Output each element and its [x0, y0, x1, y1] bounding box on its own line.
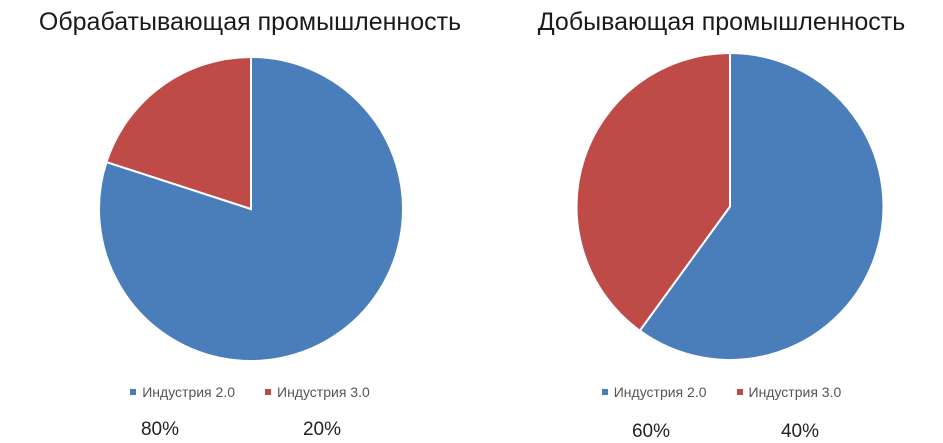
- legend-marker: [736, 389, 743, 395]
- legend-label: Индустрия 3.0: [748, 384, 842, 400]
- chart-mining: Добывающая промышленность Индустрия 2.0 …: [500, 0, 943, 442]
- chart-manufacturing: Обрабатывающая промышленность Индустрия …: [0, 8, 500, 440]
- pie-slice: [105, 55, 252, 211]
- legend-marker: [130, 389, 137, 395]
- chart-title: Обрабатывающая промышленность: [38, 8, 462, 36]
- pie-slice: [638, 51, 885, 361]
- pie-chart: [98, 55, 404, 362]
- legend-item: Индустрия 2.0: [601, 384, 707, 400]
- value-label: 80%: [140, 419, 180, 440]
- legend-label: Индустрия 2.0: [613, 384, 707, 400]
- legend: Индустрия 2.0 Индустрия 3.0: [500, 384, 943, 400]
- legend-label: Индустрия 3.0: [277, 384, 370, 400]
- pie-chart: [575, 51, 885, 361]
- legend-marker: [265, 389, 271, 395]
- chart-title: Добывающая промышленность: [537, 8, 906, 36]
- pie-slice: [575, 51, 731, 333]
- legend-marker: [601, 389, 608, 395]
- value-label: 20%: [302, 419, 342, 440]
- legend: Индустрия 2.0 Индустрия 3.0: [0, 384, 500, 400]
- legend-item: Индустрия 3.0: [736, 384, 842, 400]
- legend-item: Индустрия 3.0: [265, 384, 370, 400]
- legend-label: Индустрия 2.0: [142, 384, 235, 400]
- value-label: 40%: [780, 421, 820, 442]
- value-label: 60%: [631, 421, 671, 442]
- legend-item: Индустрия 2.0: [130, 384, 235, 400]
